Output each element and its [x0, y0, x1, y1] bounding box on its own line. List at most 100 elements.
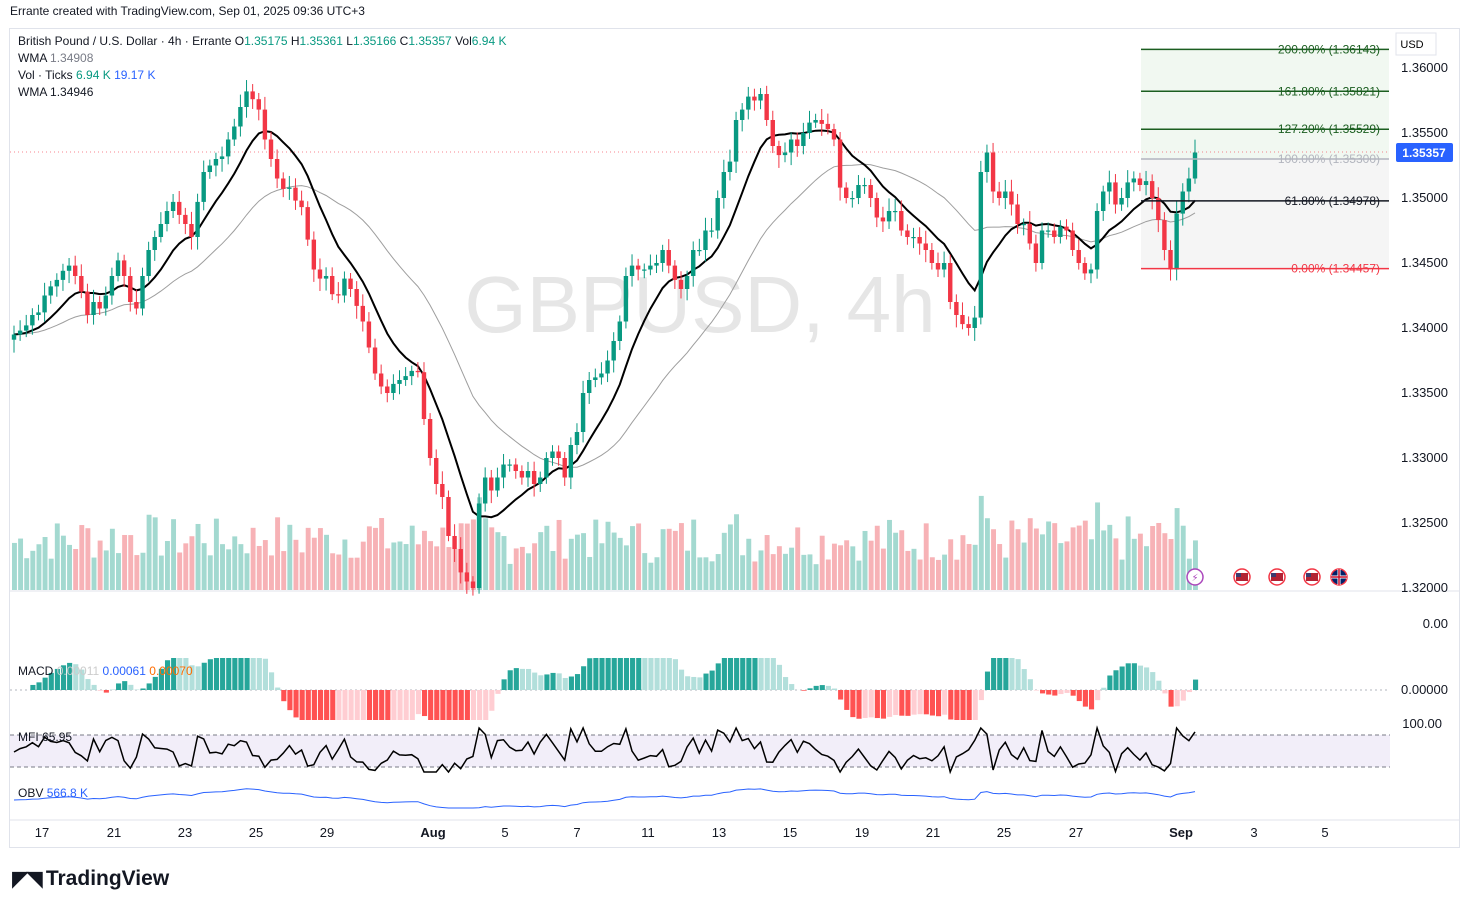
volume-bar [189, 536, 194, 590]
macd-bar [208, 659, 213, 690]
macd-bar [1162, 690, 1167, 693]
candle-body [807, 123, 811, 133]
macd-bar [1175, 690, 1180, 706]
volume-bar [171, 519, 176, 590]
volume-bar [820, 536, 825, 590]
volume-bar [691, 520, 696, 590]
candle-body [342, 279, 346, 296]
macd-bar [918, 690, 923, 714]
macd-bar [905, 690, 910, 716]
volume-bar [673, 531, 678, 590]
close-value: 1.35357 [408, 34, 451, 48]
candle-body [563, 458, 567, 478]
candle-body [654, 263, 658, 266]
macd-bar [954, 690, 959, 720]
candle-body [361, 306, 365, 322]
macd-bar [532, 673, 537, 690]
candle-body [440, 484, 444, 497]
symbol-watermark: GBPUSD, 4h [464, 260, 935, 349]
fib-label: 127.20% (1.35529) [1278, 122, 1380, 136]
us-flag-canton [1306, 573, 1311, 577]
candle-body [813, 120, 817, 123]
volume-bar [269, 555, 274, 590]
candle-body [887, 211, 891, 221]
macd-bar [1071, 690, 1076, 696]
wma2-value: 1.34946 [50, 85, 93, 99]
event-icons[interactable]: ⚡ [1187, 569, 1347, 585]
candle-body [1083, 263, 1087, 273]
tradingview-brand[interactable]: ◤◥ TradingView [12, 866, 169, 892]
macd-bar [141, 688, 146, 690]
volume-bar [875, 526, 880, 590]
macd-bar [293, 690, 298, 717]
candle-body [868, 185, 872, 198]
volume-bar [489, 527, 494, 590]
macd-bar [1150, 672, 1155, 690]
candle-body [30, 315, 34, 325]
macd-bar [1126, 663, 1131, 690]
macd-bar [807, 688, 812, 690]
candle-body [875, 198, 879, 218]
macd-bar [306, 690, 311, 720]
time-tick: 13 [712, 825, 726, 840]
macd-bar [679, 670, 684, 690]
volume-bar [655, 557, 660, 590]
time-tick: 15 [783, 825, 797, 840]
volume-bars [12, 496, 1198, 590]
candle-body [1144, 181, 1148, 185]
candle-body [924, 244, 928, 251]
candle-body [1181, 192, 1185, 214]
volume-bar [318, 528, 323, 590]
mfi-legend[interactable]: MFI 65.95 [18, 730, 72, 744]
candle-body [575, 432, 579, 445]
candle-body [324, 276, 328, 279]
candle-body [624, 276, 628, 322]
candle-body [789, 140, 793, 153]
obv-legend[interactable]: OBV 566.8 K [18, 786, 88, 800]
volume-bar [1058, 543, 1063, 590]
legend-wma1-row[interactable]: WMA 1.34908 [18, 50, 506, 67]
candle-body [728, 162, 732, 172]
candle-body [140, 276, 144, 309]
macd-bar [251, 658, 256, 690]
candle-body [489, 478, 493, 491]
candle-body [410, 371, 414, 376]
macd-bar [575, 674, 580, 690]
candle-body [214, 159, 218, 166]
candle-body [764, 94, 768, 120]
macd-bar [453, 690, 458, 720]
candle-body [740, 110, 744, 120]
candle-body [899, 211, 903, 231]
macd-bar [814, 686, 819, 690]
candle-body [195, 202, 199, 237]
candle-body [1168, 250, 1172, 270]
volume-bar [1077, 526, 1082, 590]
macd-bar [391, 690, 396, 720]
fib-label: 100.00% (1.35300) [1278, 152, 1380, 166]
candle-body [1107, 182, 1111, 191]
volume-bar [483, 518, 488, 590]
macd-bar [936, 690, 941, 716]
macd-legend[interactable]: MACD 0.00011 0.00061 0.00070 [18, 664, 193, 678]
macd-bar [771, 658, 776, 690]
legend-wma2-row[interactable]: WMA 1.34946 [18, 84, 506, 101]
time-axis[interactable]: 17 21 23 25 29 Aug 5 7 11 13 15 19 21 25 27 Sep 3 5 [35, 825, 1329, 840]
candle-body [238, 107, 242, 127]
macd-bar [495, 690, 500, 694]
macd-bar [612, 658, 617, 690]
macd-bar [618, 658, 623, 690]
legend-symbol[interactable]: British Pound / U.S. Dollar · 4h · Erran… [18, 34, 231, 48]
volume-bar [1089, 539, 1094, 590]
candle-body [403, 376, 407, 380]
volume-bar [434, 546, 439, 590]
volume-bar [18, 539, 23, 590]
volume-bar [985, 518, 990, 590]
candle-body [979, 172, 983, 318]
volume-bar [881, 549, 886, 590]
wma2-label: WMA [18, 85, 47, 99]
macd-bar [801, 690, 806, 691]
legend-volticks-row[interactable]: Vol · Ticks 6.94 K 19.17 K [18, 67, 506, 84]
macd-bar [1046, 690, 1051, 695]
candle-body [1089, 270, 1093, 274]
